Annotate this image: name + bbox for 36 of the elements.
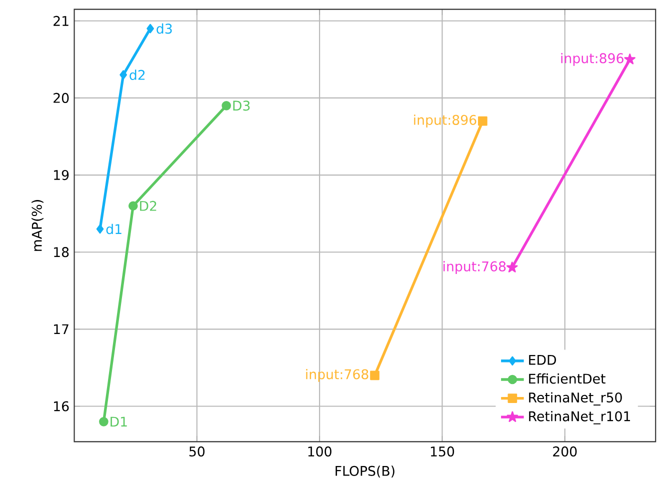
annotation: input:768: [444, 261, 506, 274]
x-tick-label: 200: [553, 446, 577, 457]
point: [96, 224, 104, 234]
annotation: D2: [140, 200, 156, 211]
x-tick-label: 50: [189, 446, 205, 457]
legend-label: RetinaNet_r101: [529, 411, 630, 424]
y-tick-label: 16: [54, 401, 69, 412]
point: [120, 70, 127, 80]
annotation: d1: [106, 224, 122, 234]
annotation: d2: [130, 70, 145, 80]
x-tick-label: 100: [308, 446, 332, 457]
annotation: d3: [156, 23, 172, 34]
annotation: input:896: [414, 114, 476, 128]
point: [370, 370, 380, 380]
x-axis-title: FLOPS(B): [336, 466, 394, 478]
y-tick-label: 21: [54, 16, 68, 26]
point: [99, 417, 108, 426]
y-tick-label: 18: [54, 247, 69, 258]
y-axis-title: mAP(%): [32, 200, 44, 251]
legend-label: EDD: [529, 355, 556, 365]
point: [128, 201, 138, 211]
annotation: input:768: [306, 368, 368, 382]
y-tick-label: 17: [54, 324, 68, 334]
y-tick-label: 20: [54, 92, 69, 103]
annotation: D3: [233, 100, 250, 111]
legend-label: EfficientDet: [529, 373, 606, 384]
point: [222, 100, 232, 110]
point: [506, 262, 518, 272]
x-tick-label: 150: [430, 446, 454, 457]
point: [146, 24, 154, 34]
annotation: D1: [110, 416, 127, 427]
point: [624, 54, 636, 64]
point: [478, 116, 488, 126]
annotation: input:896: [561, 52, 624, 66]
y-tick-label: 19: [54, 170, 69, 180]
legend-label: RetinaNet_r50: [529, 392, 622, 406]
